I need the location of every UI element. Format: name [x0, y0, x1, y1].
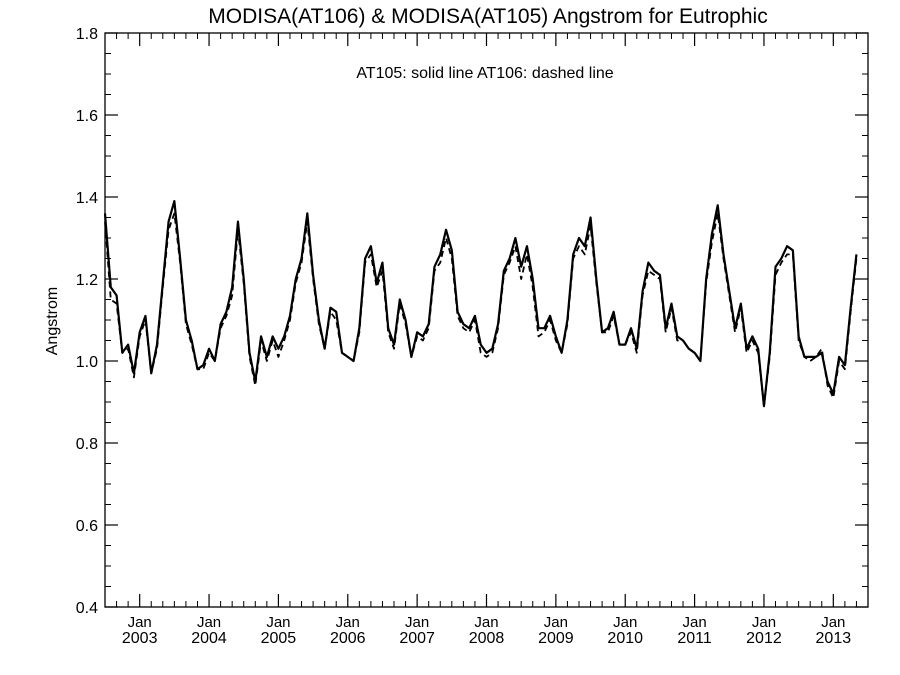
x-tick-year-label: 2012 — [746, 630, 782, 647]
x-tick-year-label: 2005 — [261, 630, 297, 647]
x-tick-month-label: Jan — [336, 614, 360, 631]
chart-title: MODISA(AT106) & MODISA(AT105) Angstrom f… — [208, 5, 767, 28]
y-tick-label: 0.8 — [76, 436, 98, 453]
x-tick-year-label: 2004 — [191, 630, 227, 647]
x-tick-month-label: Jan — [197, 614, 221, 631]
x-tick-month-label: Jan — [544, 614, 568, 631]
data-series — [103, 200, 858, 408]
x-tick-year-label: 2006 — [330, 630, 366, 647]
x-tick-year-label: 2003 — [122, 630, 158, 647]
y-tick-label: 0.4 — [76, 600, 98, 617]
y-tick-label: 1.8 — [76, 26, 98, 43]
x-tick-month-label: Jan — [613, 614, 637, 631]
y-axis-label: Angstrom — [44, 287, 61, 355]
series-style-annotation: AT105: solid line AT106: dashed line — [356, 65, 613, 82]
x-tick-month-label: Jan — [682, 614, 706, 631]
x-tick-month-label: Jan — [405, 614, 429, 631]
x-tick-month-label: Jan — [474, 614, 498, 631]
axis-ticks: 0.40.60.81.01.21.41.61.8Jan2003Jan2004Ja… — [76, 26, 869, 647]
series-line-at106 — [104, 212, 858, 407]
series-line-at105 — [103, 200, 858, 408]
x-tick-year-label: 2011 — [677, 630, 712, 647]
plot-frame — [104, 32, 869, 608]
y-tick-label: 1.4 — [76, 190, 98, 207]
x-tick-year-label: 2013 — [816, 630, 852, 647]
x-tick-month-label: Jan — [266, 614, 290, 631]
x-tick-month-label: Jan — [128, 614, 152, 631]
y-tick-label: 1.6 — [76, 108, 98, 125]
y-tick-label: 0.6 — [76, 518, 98, 535]
x-tick-month-label: Jan — [752, 614, 776, 631]
x-tick-year-label: 2008 — [469, 630, 505, 647]
y-tick-label: 1.2 — [76, 272, 98, 289]
x-tick-year-label: 2007 — [399, 630, 435, 647]
y-tick-label: 1.0 — [76, 354, 98, 371]
x-tick-month-label: Jan — [821, 614, 845, 631]
x-tick-year-label: 2010 — [607, 630, 643, 647]
x-tick-year-label: 2009 — [538, 630, 574, 647]
